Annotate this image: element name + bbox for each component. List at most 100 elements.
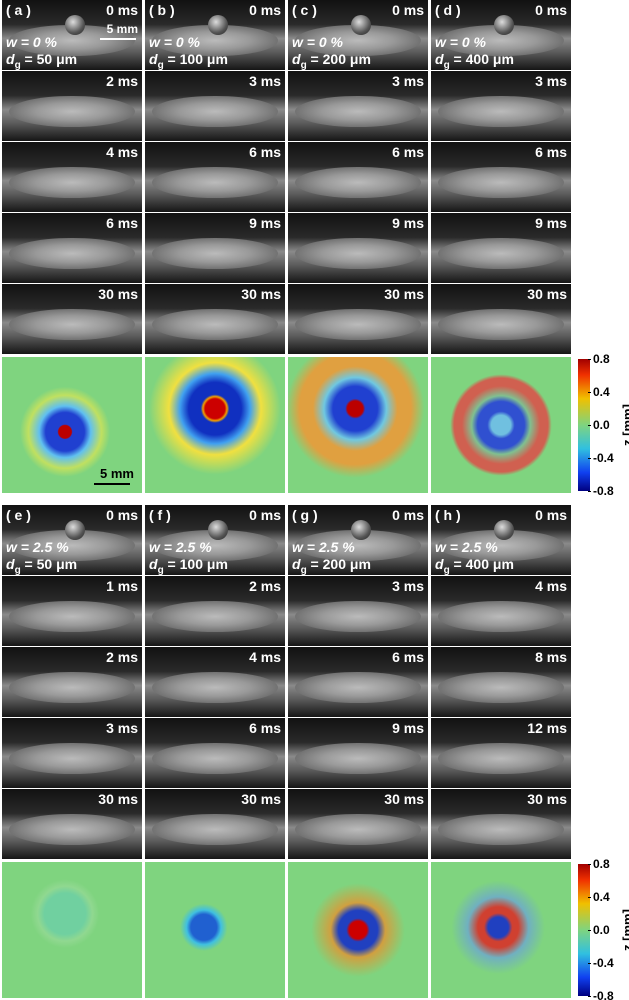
frame: 6 ms — [2, 213, 142, 283]
impact-disk — [438, 600, 564, 632]
colorbar-tick — [588, 896, 591, 898]
droplet — [351, 15, 371, 36]
height-map: 5 mm — [2, 357, 142, 493]
colorbar-tick-label: 0.0 — [593, 418, 610, 432]
impact-disk — [295, 671, 421, 703]
time-label: 9 ms — [249, 215, 281, 231]
grain-size-label: dg = 50 μm — [6, 51, 77, 70]
time-label: 3 ms — [535, 73, 567, 89]
impact-disk — [9, 671, 135, 703]
colorbar-tick-label: -0.4 — [593, 451, 614, 465]
frame: 6 ms — [288, 647, 428, 717]
text: = 50 μm — [20, 556, 78, 572]
grain-size-label: dg = 200 μm — [292, 51, 371, 70]
impact-disk — [152, 742, 278, 774]
subscript: g — [300, 564, 307, 575]
colorbar-tick — [588, 457, 591, 459]
frame: 0 ms ( d ) w = 0 % dg = 400 μm — [431, 0, 571, 70]
time-label: 8 ms — [535, 649, 567, 665]
time-label: 30 ms — [527, 286, 567, 302]
frame: 2 ms — [2, 647, 142, 717]
panel-label: ( g ) — [292, 507, 318, 523]
text: = 400 μm — [449, 556, 514, 572]
frame: 9 ms — [288, 213, 428, 283]
impact-disk — [9, 308, 135, 340]
symbol: d — [149, 556, 158, 572]
frame: 30 ms — [431, 284, 571, 354]
frame: 6 ms — [288, 142, 428, 212]
droplet — [208, 520, 228, 541]
droplet — [65, 520, 85, 541]
impact-disk — [295, 308, 421, 340]
colorbar-tick-label: -0.4 — [593, 956, 614, 970]
scale-bar — [94, 483, 130, 485]
grain-size-label: dg = 100 μm — [149, 51, 228, 70]
frame: 30 ms — [145, 284, 285, 354]
time-label: 9 ms — [392, 215, 424, 231]
frame: 9 ms — [431, 213, 571, 283]
symbol: d — [6, 51, 15, 67]
colorbar-tick-label: -0.8 — [593, 484, 614, 498]
symbol: d — [435, 51, 444, 67]
time-label: 0 ms — [106, 2, 138, 18]
frame: 6 ms — [145, 142, 285, 212]
frame: 2 ms — [2, 71, 142, 141]
moisture-label: w = 2.5 % — [6, 539, 69, 555]
impact-disk — [295, 166, 421, 198]
impact-disk — [295, 813, 421, 845]
impact-disk — [295, 600, 421, 632]
panel-label: ( h ) — [435, 507, 461, 523]
grain-size-label: dg = 200 μm — [292, 556, 371, 575]
time-label: 3 ms — [392, 73, 424, 89]
time-label: 2 ms — [106, 73, 138, 89]
height-map — [431, 357, 571, 493]
time-label: 0 ms — [249, 507, 281, 523]
impact-disk — [438, 237, 564, 269]
symbol: d — [435, 556, 444, 572]
frame: 0 ms ( f ) w = 2.5 % dg = 100 μm — [145, 505, 285, 575]
colorbar-tick-label: -0.8 — [593, 989, 614, 1000]
frame: 30 ms — [288, 789, 428, 859]
frame: 8 ms — [431, 647, 571, 717]
height-map — [288, 862, 428, 998]
text: = 100 μm — [163, 51, 228, 67]
impact-disk — [9, 237, 135, 269]
impact-disk — [9, 813, 135, 845]
colorbar-tick — [588, 995, 591, 997]
impact-disk — [438, 95, 564, 127]
scale-bar — [100, 38, 136, 40]
impact-disk — [152, 600, 278, 632]
impact-disk — [295, 742, 421, 774]
frame: 3 ms — [288, 71, 428, 141]
time-label: 3 ms — [249, 73, 281, 89]
grain-size-label: dg = 400 μm — [435, 556, 514, 575]
subscript: g — [443, 564, 450, 575]
droplet — [208, 15, 228, 36]
grain-size-label: dg = 50 μm — [6, 556, 77, 575]
impact-disk — [9, 600, 135, 632]
impact-disk — [152, 671, 278, 703]
subscript: g — [157, 59, 164, 70]
frame: 0 ms ( b ) w = 0 % dg = 100 μm — [145, 0, 285, 70]
scale-bar-label: 5 mm — [100, 466, 134, 481]
time-label: 0 ms — [535, 507, 567, 523]
time-label: 30 ms — [384, 791, 424, 807]
frame: 4 ms — [431, 576, 571, 646]
moisture-label: w = 0 % — [6, 34, 57, 50]
text: = 400 μm — [449, 51, 514, 67]
panel-label: ( f ) — [149, 507, 171, 523]
scale-bar-label: 5 mm — [106, 22, 138, 36]
panel-label: ( a ) — [6, 2, 31, 18]
panel-label: ( b ) — [149, 2, 175, 18]
time-label: 3 ms — [392, 578, 424, 594]
moisture-label: w = 2.5 % — [149, 539, 212, 555]
colorbar-label: z [mm] — [620, 909, 629, 951]
height-map — [288, 357, 428, 493]
time-label: 0 ms — [249, 2, 281, 18]
frame: 0 ms ( h ) w = 2.5 % dg = 400 μm — [431, 505, 571, 575]
time-label: 9 ms — [392, 720, 424, 736]
subscript: g — [157, 564, 164, 575]
frame: 4 ms — [145, 647, 285, 717]
colorbar-tick — [588, 490, 591, 492]
